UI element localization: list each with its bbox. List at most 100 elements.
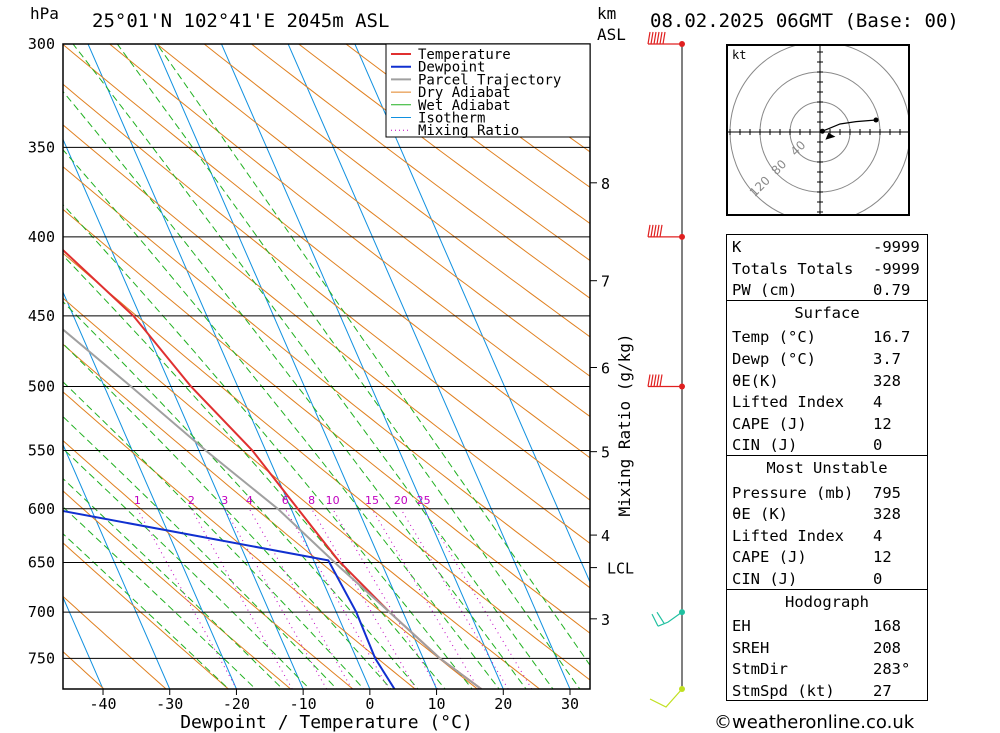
dry-adiabat-line [250,44,590,299]
wind-barb-flag [653,31,657,45]
wind-barb-flag [656,611,665,624]
legend-label: Isotherm [418,111,485,127]
wind-barb-shaft [649,688,683,708]
wind-barb-flag [647,224,651,238]
km-unit-label: km [597,4,617,23]
mixing-ratio-axis-label: Mixing Ratio (g/kg) [615,333,634,516]
index-row: StmDir 283° [732,660,911,679]
hodograph-unit-label: kt [732,48,747,62]
dry-adiabat-line [63,297,541,689]
location-title: 25°01'N 102°41'E 2045m ASL [92,10,390,32]
wind-barb-flag [656,224,660,238]
pressure-tick-label: 650 [28,553,55,571]
index-row: Lifted Index 4 [732,526,883,545]
wet-adiabat-line [63,301,419,689]
dry-adiabat-line [63,44,590,459]
dry-adiabat-line [63,490,292,689]
wind-barb [651,611,683,627]
mixing-ratio-label: 10 [326,494,340,507]
wet-adiabat-line [63,203,473,689]
hodograph-ring-label: 80 [769,157,790,178]
dry-adiabat-line [63,391,416,689]
wet-adiabat-line [116,44,581,689]
index-row: CIN (J) 0 [732,436,883,455]
wind-barb [647,224,682,238]
dry-adiabat-line [203,44,590,338]
isotherm-line [220,44,504,689]
mixing-ratio-label: 4 [246,494,253,507]
wind-barb-flag [653,224,657,238]
wind-barb-flag [656,374,660,387]
mixing-ratio-line [190,508,293,689]
wet-adiabat-line [63,343,392,689]
km-tick-label: 6 [601,359,610,377]
wet-adiabat-line [63,415,338,689]
x-tick-label: 30 [561,695,579,713]
wind-barb-flag [651,613,659,627]
hodograph-trace [822,119,877,132]
pressure-tick-label: 750 [28,649,55,667]
km-tick-label: 3 [601,611,610,629]
hodograph-start-point [819,128,825,134]
index-row: K -9999 [732,238,920,256]
isotherm-line [63,290,237,689]
x-tick-label: -10 [290,695,317,713]
pressure-tick-label: 450 [28,307,55,325]
wet-adiabat-line [72,44,554,689]
mixing-ratio-label: 1 [134,494,141,507]
x-tick-label: -20 [223,695,250,713]
pressure-tick-label: 350 [28,138,55,156]
wind-barb-flag [650,31,654,45]
index-row: Temp (°C) 16.7 [732,328,911,347]
mixing-ratio-label: 6 [282,494,289,507]
wet-adiabat-line [63,149,500,689]
legend-label: Dry Adiabat [418,85,511,101]
wind-barb-shaft [657,611,683,627]
dry-adiabat-line [63,252,590,681]
wet-adiabat-line [63,381,365,689]
mixing-ratio-label: 25 [417,494,431,507]
legend-label: Wet Adiabat [418,98,511,114]
isotherm-line [63,596,104,689]
legend-box [385,43,591,138]
mixing-ratio-line [284,508,390,689]
hodograph-ring-label: 40 [788,138,809,159]
index-row: EH 168 [732,617,901,636]
pressure-tick-label: 550 [28,441,55,459]
lcl-label: LCL [607,560,634,578]
index-row: StmSpd (kt) 27 [732,681,892,700]
dry-adiabat-line [63,166,590,589]
index-row: CAPE (J) 12 [732,414,892,433]
km-tick-label: 7 [601,273,610,291]
isotherm-line [63,443,171,689]
x-tick-label: 0 [365,695,374,713]
datetime-title: 08.02.2025 06GMT (Base: 00) [650,10,959,32]
wind-barb-flag [659,31,663,45]
mixing-ratio-label: 3 [221,494,228,507]
dry-adiabat-line [63,651,105,689]
most-unstable-title: Most Unstable [766,458,888,477]
temperature-profile [63,248,482,689]
legend-label: Parcel Trajectory [418,72,561,88]
km-tick-label: 8 [601,175,610,193]
asl-unit-label: ASL [597,25,626,44]
mixing-ratio-label: 2 [188,494,195,507]
hodograph-block: Hodograph EH 168 SREH 208 StmDir 283° StmSp… [726,588,928,702]
wind-barb-flag [659,374,663,387]
index-row: SREH 208 [732,638,901,657]
index-row: CAPE (J) 12 [732,548,892,567]
dry-adiabat-line [108,44,590,418]
storm-motion-marker [825,132,836,140]
isotherm-line [87,44,371,689]
hpa-unit-label: hPa [30,4,59,23]
isotherm-line [154,44,438,689]
km-tick-label: 4 [601,527,610,545]
wind-barb-flag [653,374,657,387]
credit-link[interactable]: ©weatheronline.co.uk [714,712,915,733]
legend-label: Temperature [418,47,511,63]
wind-barb-flag [659,224,663,238]
wind-barb-flag [647,31,651,45]
x-tick-label: -40 [89,695,116,713]
wet-adiabat-line [156,44,590,667]
